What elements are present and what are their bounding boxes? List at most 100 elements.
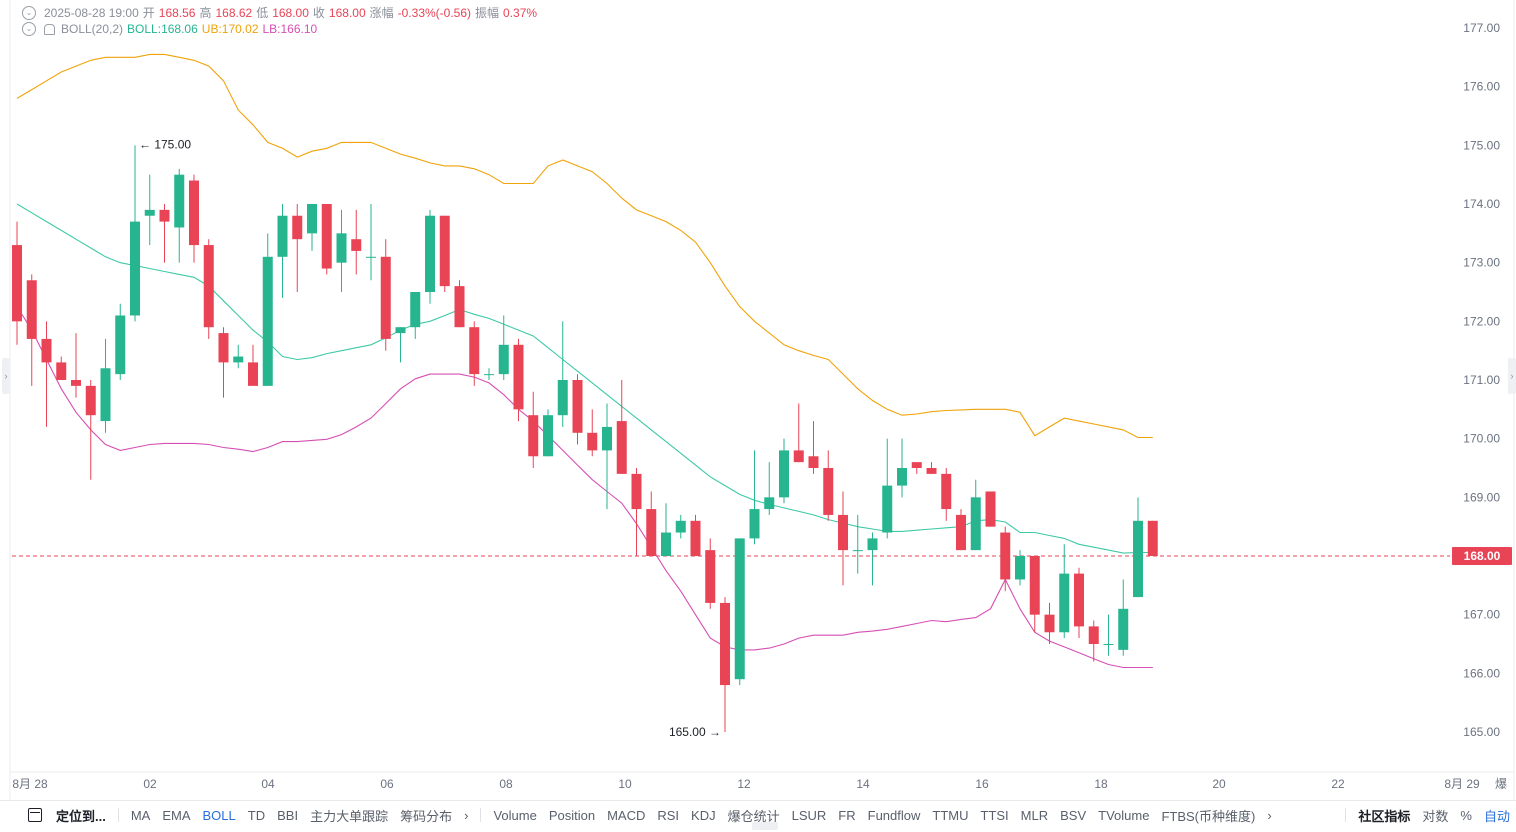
candle-body — [1133, 520, 1143, 598]
indicator-liquidation[interactable]: 爆仓统计 — [727, 808, 780, 824]
candle — [144, 174, 155, 246]
candle — [1059, 544, 1070, 639]
indicator-ma[interactable]: MA — [130, 807, 151, 823]
candle-body — [498, 344, 509, 375]
community-indicators-button[interactable]: 社区指标 — [1358, 808, 1411, 824]
candle — [1029, 556, 1040, 633]
indicator-tvolume[interactable]: TVolume — [1098, 807, 1150, 823]
candle-body — [602, 426, 612, 451]
candle-body — [705, 550, 716, 603]
candle-body — [248, 362, 258, 386]
indicator-ema[interactable]: EMA — [162, 807, 191, 823]
candle — [71, 333, 81, 398]
indicator-position[interactable]: Position — [548, 807, 596, 823]
y-tick-label: 175.00 — [1463, 138, 1500, 152]
candle-body — [484, 374, 494, 376]
ohlc-row: ⌄ 2025-08-28 19:00 开 168.56 高 168.62 低 1… — [22, 4, 537, 21]
candle-body — [749, 509, 760, 539]
candle-body — [646, 509, 657, 556]
candle-body — [720, 602, 730, 686]
boll-label[interactable]: BOLL(20,2) — [61, 22, 124, 36]
indicator-boll[interactable]: BOLL — [202, 807, 236, 823]
auto-scale-toggle[interactable]: 自动 — [1483, 808, 1510, 824]
chevron-right-icon[interactable]: › — [464, 807, 469, 823]
indicator-bsv[interactable]: BSV — [1060, 807, 1087, 823]
candle-body — [1103, 644, 1114, 645]
indicator-ttsi[interactable]: TTSI — [980, 807, 1009, 823]
low-value: 168.00 — [272, 5, 309, 20]
chevron-right-icon[interactable]: › — [1267, 807, 1272, 823]
candlestick-chart[interactable]: 177.00 176.00 175.00 174.00 173.00 172.00 171.… — [0, 0, 1516, 800]
candle — [941, 468, 952, 521]
candle-body — [926, 468, 937, 474]
annotations: ← 175.00 165.00 → — [139, 137, 721, 739]
candle — [439, 215, 450, 292]
open-value: 168.56 — [158, 5, 196, 20]
y-tick-label: 165.00 — [1463, 725, 1500, 739]
candle — [115, 303, 126, 380]
bell-icon[interactable] — [44, 23, 55, 35]
candle-body — [823, 468, 834, 515]
candle-body — [439, 215, 450, 287]
candle-body — [1044, 614, 1055, 633]
candle-body — [616, 421, 627, 474]
indicator-ttmu[interactable]: TTMU — [932, 807, 969, 823]
amplitude-label: 振幅 — [475, 6, 500, 20]
candle-body — [174, 174, 185, 228]
log-scale-toggle[interactable]: 对数 — [1422, 808, 1449, 824]
candle — [425, 209, 435, 304]
y-tick-label: 176.00 — [1463, 80, 1500, 94]
right-panel-handle[interactable]: › — [1508, 358, 1516, 394]
indicator-ftbs[interactable]: FTBS(币种维度) — [1161, 808, 1256, 824]
candle — [366, 204, 376, 281]
current-price-badge — [1452, 547, 1512, 565]
candle — [454, 280, 465, 328]
candle-body — [867, 538, 878, 551]
candle — [1074, 567, 1084, 639]
candle — [321, 204, 332, 275]
y-tick-label: 166.00 — [1463, 666, 1500, 680]
locate-button[interactable]: 定位到... — [56, 808, 106, 824]
candle-body — [159, 209, 170, 222]
x-tick-label: 12 — [737, 777, 751, 791]
x-tick-label: 18 — [1094, 777, 1108, 791]
candle — [292, 204, 303, 292]
indicator-fundflow[interactable]: Fundflow — [867, 807, 921, 823]
percent-scale-toggle[interactable]: % — [1460, 807, 1472, 823]
candle-body — [366, 256, 376, 258]
candle — [26, 274, 37, 386]
indicator-volume[interactable]: Volume — [493, 807, 537, 823]
left-panel-handle[interactable]: › — [2, 358, 10, 394]
candle-body — [543, 415, 553, 457]
indicator-kdj[interactable]: KDJ — [691, 807, 716, 823]
indicator-fr[interactable]: FR — [838, 807, 856, 823]
candle-body — [12, 245, 22, 322]
indicator-bbi[interactable]: BBI — [277, 807, 299, 823]
candle — [85, 380, 96, 480]
candle-body — [277, 215, 288, 257]
indicator-rsi[interactable]: RSI — [657, 807, 680, 823]
x-tick-label: 06 — [380, 777, 394, 791]
candle-body — [941, 473, 952, 510]
candle-body — [233, 356, 244, 363]
candle — [1015, 550, 1025, 586]
collapse-chevron-icon[interactable]: ⌄ — [22, 22, 36, 36]
indicator-td[interactable]: TD — [247, 807, 266, 823]
candle-body — [1000, 532, 1011, 580]
collapse-chevron-icon[interactable]: ⌄ — [22, 5, 36, 20]
indicator-lsur[interactable]: LSUR — [791, 807, 827, 823]
candle — [970, 479, 981, 551]
indicator-mlr[interactable]: MLR — [1020, 807, 1049, 823]
open-label: 开 — [142, 6, 155, 20]
y-tick-label: 170.00 — [1463, 432, 1500, 446]
candle-body — [1147, 520, 1158, 556]
calendar-icon[interactable] — [28, 808, 42, 822]
indicator-main-force[interactable]: 主力大单跟踪 — [310, 808, 389, 824]
candle — [130, 145, 140, 322]
candle — [587, 409, 598, 457]
candle — [616, 380, 627, 474]
indicator-macd[interactable]: MACD — [607, 807, 646, 823]
candle-body — [321, 204, 332, 269]
bottom-panel-handle[interactable] — [752, 822, 778, 830]
indicator-chip-distribution[interactable]: 筹码分布 — [400, 808, 453, 824]
